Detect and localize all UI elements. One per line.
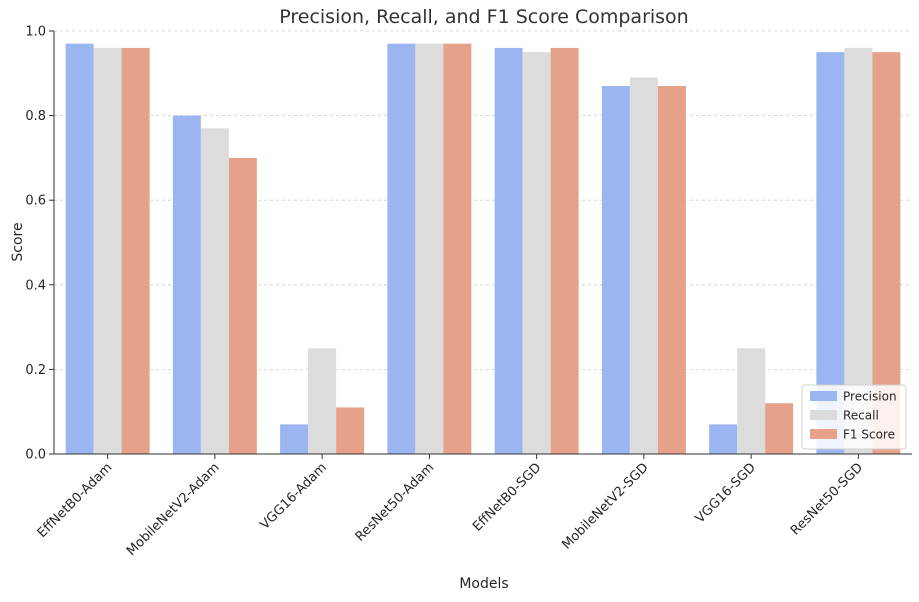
y-tick-label: 0.6 — [25, 194, 46, 209]
bar — [415, 43, 444, 454]
legend-label: F1 Score — [843, 428, 895, 442]
x-tick-label: EffNetB0-Adam — [35, 460, 116, 541]
bar — [522, 52, 551, 455]
legend-swatch — [810, 410, 837, 420]
bar — [443, 43, 472, 454]
bar — [172, 115, 201, 454]
bar — [657, 85, 686, 455]
x-tick-label: EffNetB0-SGD — [470, 460, 544, 534]
x-tick-label: ResNet50-SGD — [788, 460, 866, 538]
y-tick-label: 0.4 — [25, 278, 46, 293]
x-tick-label: MobileNetV2-SGD — [559, 460, 651, 552]
bar — [709, 424, 738, 454]
bar — [550, 47, 579, 455]
bar — [336, 407, 365, 454]
bar — [629, 77, 658, 454]
bar — [93, 47, 122, 455]
bar — [65, 43, 94, 454]
y-axis-title: Score — [10, 222, 26, 261]
x-tick-label: MobileNetV2-Adam — [124, 460, 223, 559]
bar — [280, 424, 309, 454]
x-tick-label: ResNet50-Adam — [353, 460, 438, 545]
y-tick-label: 0.2 — [25, 363, 46, 378]
bar — [737, 348, 766, 454]
legend-swatch — [810, 391, 837, 401]
bar — [200, 128, 229, 455]
bar — [308, 348, 337, 454]
y-tick-label: 1.0 — [25, 25, 46, 40]
grid-lines — [54, 30, 912, 370]
bars — [65, 43, 901, 455]
y-tick-label: 0.8 — [25, 109, 46, 124]
legend-label: Precision — [843, 390, 897, 404]
y-tick-label: 0.0 — [25, 448, 46, 463]
bar — [228, 157, 257, 454]
legend: Precision Recall F1 Score — [801, 384, 907, 450]
chart-title: Precision, Recall, and F1 Score Comparis… — [279, 6, 688, 28]
x-tick-label: VGG16-SGD — [693, 460, 759, 526]
bar — [387, 43, 416, 454]
bar — [765, 403, 794, 454]
legend-swatch — [810, 429, 837, 439]
x-tick-label: VGG16-Adam — [257, 460, 330, 533]
legend-label: Recall — [843, 409, 879, 423]
bar — [121, 47, 150, 455]
x-axis-title: Models — [459, 576, 508, 592]
bar — [601, 85, 630, 455]
bar — [494, 47, 523, 455]
